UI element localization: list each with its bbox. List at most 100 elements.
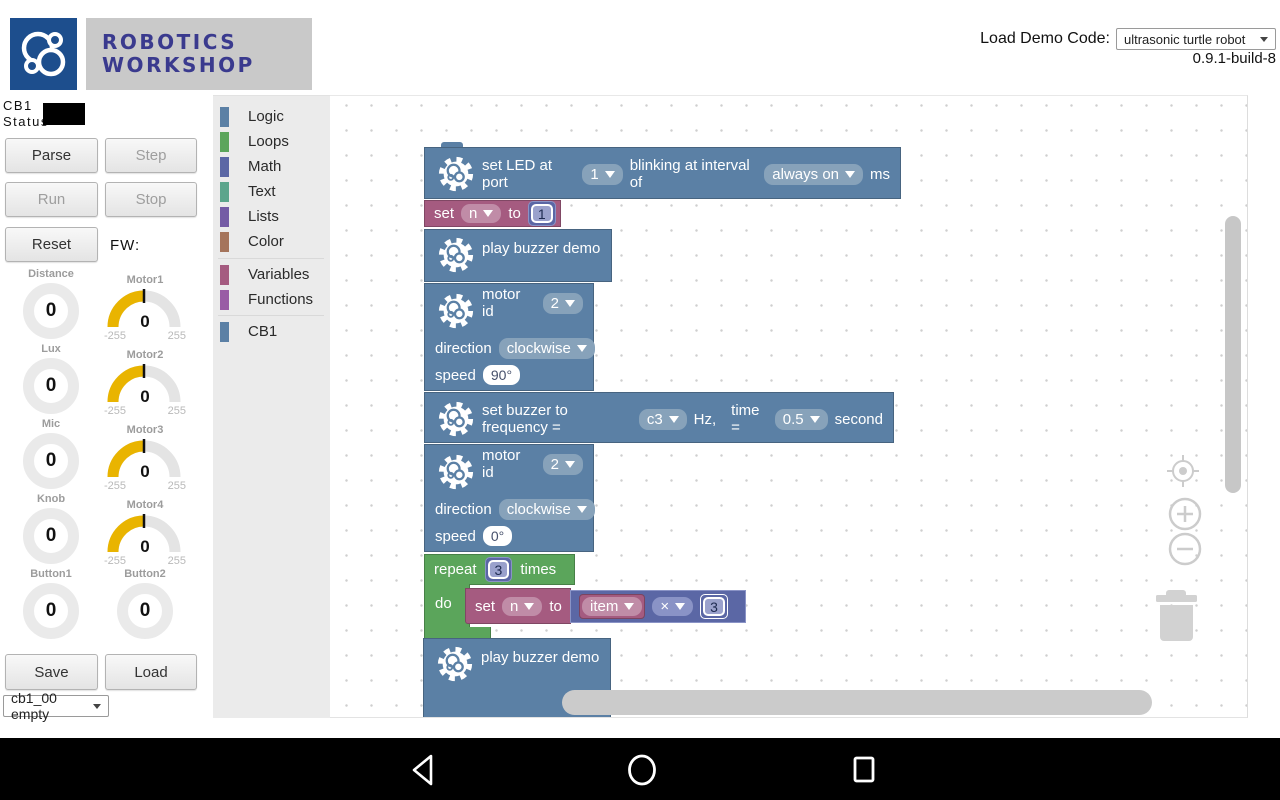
load-button[interactable]: Load	[105, 654, 197, 690]
blockly-toolbox: Logic Loops Math Text Lists Color Variab…	[213, 95, 330, 718]
gear-icon	[437, 400, 475, 438]
save-button[interactable]: Save	[5, 654, 98, 690]
zoom-out-icon[interactable]	[1168, 532, 1202, 566]
port-dropdown[interactable]: 1	[582, 163, 623, 185]
gear-icon	[437, 155, 475, 193]
variable-block[interactable]: item	[579, 594, 646, 619]
variable-dropdown[interactable]: n	[502, 596, 543, 616]
block-set-led[interactable]: set LED at port 1 blinking at interval o…	[424, 142, 901, 199]
load-demo-label: Load Demo Code:	[980, 30, 1110, 47]
android-navbar	[0, 738, 1280, 800]
step-button[interactable]: Step	[105, 138, 197, 173]
variable-dropdown[interactable]: n	[461, 204, 502, 223]
chevron-down-icon	[668, 415, 679, 423]
chevron-down-icon	[604, 170, 615, 178]
category-lists[interactable]: Lists	[213, 204, 330, 229]
variable-dropdown[interactable]: item	[582, 597, 643, 616]
category-variables[interactable]: Variables	[213, 262, 330, 287]
status-label: Status	[3, 114, 49, 130]
motor-id-dropdown[interactable]: 2	[542, 453, 583, 475]
toolbox-separator	[218, 315, 324, 316]
nav-home-icon[interactable]	[624, 752, 660, 788]
chevron-down-icon	[809, 415, 820, 423]
speed-field[interactable]: 90°	[482, 365, 521, 385]
gauge-button2: Button2 0	[102, 568, 188, 639]
blockly-workspace[interactable]: set LED at port 1 blinking at interval o…	[330, 95, 1248, 718]
speed-field[interactable]: 0°	[482, 526, 513, 546]
motor-id-dropdown[interactable]: 2	[542, 292, 583, 314]
direction-dropdown[interactable]: clockwise	[498, 499, 595, 520]
gauge-motor1: Motor1 0 -255 255	[104, 274, 186, 342]
block-arithmetic[interactable]: item × 3	[570, 590, 746, 623]
chevron-down-icon	[624, 603, 635, 610]
frequency-dropdown[interactable]: c3	[638, 408, 687, 430]
run-button[interactable]: Run	[5, 182, 98, 217]
gauge-mic: Mic 0	[8, 418, 94, 489]
chevron-down-icon	[483, 210, 494, 217]
zoom-reset-icon[interactable]	[1166, 454, 1200, 488]
gauge-button1: Button1 0	[8, 568, 94, 639]
file-select[interactable]: cb1_00 empty	[3, 690, 109, 722]
version-label: 0.9.1-build-8	[1192, 50, 1276, 67]
interval-dropdown[interactable]: always on	[764, 163, 863, 185]
block-play-buzzer[interactable]: play buzzer demo	[424, 229, 612, 282]
stop-button[interactable]: Stop	[105, 182, 197, 217]
repeat-count-block[interactable]: 3	[484, 557, 513, 582]
operator-dropdown[interactable]: ×	[652, 597, 694, 616]
horizontal-scrollbar[interactable]	[562, 690, 1152, 715]
block-set-variable[interactable]: set n to 1	[424, 200, 561, 227]
gear-icon	[437, 453, 475, 491]
nav-recents-icon[interactable]	[846, 752, 882, 788]
category-logic[interactable]: Logic	[213, 104, 330, 129]
category-math[interactable]: Math	[213, 154, 330, 179]
category-color-bar	[220, 231, 229, 252]
brand-line2: WORKSHOP	[102, 53, 255, 77]
block-connector	[441, 142, 463, 147]
chevron-down-icon	[524, 602, 535, 610]
block-set-variable-inner[interactable]: set n to	[465, 588, 571, 624]
vertical-scrollbar[interactable]	[1225, 216, 1241, 493]
gauge-distance: Distance 0	[8, 268, 94, 339]
gauge-motor2: Motor2 0 -255 255	[104, 349, 186, 417]
gauge-knob: Knob 0	[8, 493, 94, 564]
category-color-bar	[220, 106, 229, 127]
category-functions[interactable]: Functions	[213, 287, 330, 312]
zoom-in-icon[interactable]	[1168, 497, 1202, 531]
category-color-bar	[220, 181, 229, 202]
category-color-bar	[220, 264, 229, 285]
block-motor[interactable]: motor id 2 direction clockwise speed 90°	[424, 283, 595, 391]
category-color-bar	[220, 206, 229, 227]
direction-dropdown[interactable]: clockwise	[498, 338, 595, 359]
category-color[interactable]: Color	[213, 229, 330, 254]
gauge-motor3: Motor3 0 -255 255	[104, 424, 186, 492]
logo-circles-icon	[21, 31, 66, 77]
category-color-bar	[220, 321, 229, 342]
number-block[interactable]: 1	[527, 201, 556, 226]
chevron-down-icon	[675, 603, 686, 610]
gear-icon	[437, 236, 475, 274]
gauge-motor4: Motor4 0 -255 255	[104, 499, 186, 567]
chevron-down-icon	[565, 460, 575, 468]
category-text[interactable]: Text	[213, 179, 330, 204]
block-buzzer-frequency[interactable]: set buzzer to frequency = c3 Hz, time = …	[424, 392, 894, 443]
status-indicator	[43, 103, 85, 125]
number-block[interactable]: 3	[700, 594, 728, 619]
nav-back-icon[interactable]	[405, 752, 441, 788]
category-cb1[interactable]: CB1	[213, 319, 330, 344]
trash-icon[interactable]	[1153, 586, 1203, 646]
chevron-down-icon	[565, 299, 575, 307]
parse-button[interactable]: Parse	[5, 138, 98, 173]
reset-button[interactable]: Reset	[5, 227, 98, 262]
demo-code-select[interactable]: ultrasonic turtle robot	[1116, 28, 1276, 50]
app-logo	[10, 18, 77, 90]
block-repeat[interactable]: repeat 3 times do set n to item × 3	[424, 554, 754, 653]
gear-icon	[437, 292, 475, 330]
brand-banner: ROBOTICS WORKSHOP	[86, 18, 312, 90]
time-dropdown[interactable]: 0.5	[774, 408, 828, 430]
category-loops[interactable]: Loops	[213, 129, 330, 154]
category-color-bar	[220, 131, 229, 152]
category-color-bar	[220, 289, 229, 310]
gauge-lux: Lux 0	[8, 343, 94, 414]
demo-code-value: ultrasonic turtle robot	[1124, 31, 1246, 47]
block-motor[interactable]: motor id 2 direction clockwise speed 0°	[424, 444, 595, 552]
